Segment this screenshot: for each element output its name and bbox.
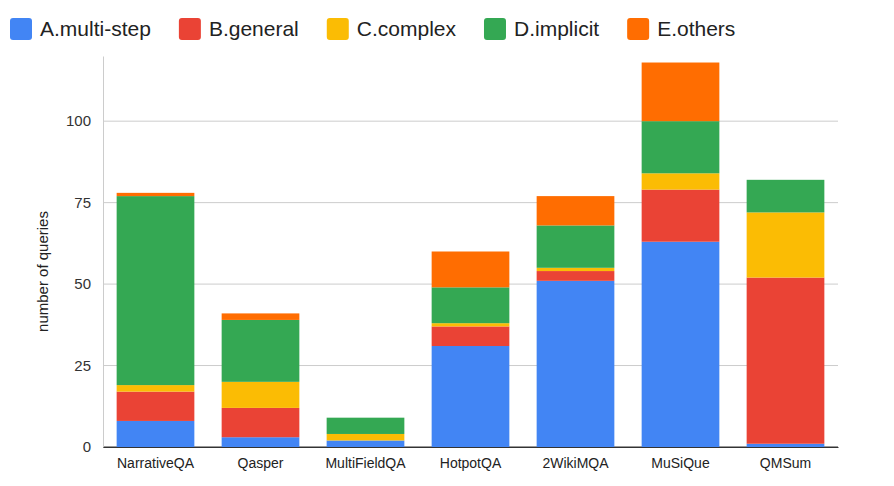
bar	[642, 242, 720, 447]
legend-item: E.others	[627, 17, 735, 40]
bars	[117, 63, 825, 447]
chart: 0 25 50 75 100 NarrativeQA Qasper MultiFieldQA H…	[0, 0, 894, 486]
legend-swatch	[179, 18, 201, 40]
x-tick: 2WikiMQA	[542, 447, 609, 471]
bar	[432, 326, 510, 346]
bar	[117, 421, 195, 447]
legend-swatch	[10, 18, 32, 40]
series-bars	[117, 190, 825, 444]
y-tick-label: 0	[83, 438, 91, 455]
bar	[117, 385, 195, 392]
bar	[747, 278, 825, 444]
bar	[432, 252, 510, 288]
bar	[117, 196, 195, 385]
y-tick: 75	[74, 194, 103, 211]
legend-swatch	[327, 18, 349, 40]
legend-item: B.general	[179, 17, 299, 40]
y-axis-line	[103, 57, 104, 448]
legend-item: D.implicit	[484, 17, 599, 40]
x-tick-label: NarrativeQA	[117, 455, 195, 471]
y-tick-label: 75	[74, 194, 91, 211]
y-tick: 0	[83, 438, 103, 455]
y-tick-label: 100	[66, 112, 91, 129]
grid	[103, 121, 838, 447]
x-tick-label: Qasper	[238, 455, 284, 471]
bar	[537, 281, 615, 447]
bar	[537, 196, 615, 225]
legend-label: C.complex	[357, 17, 457, 40]
bar	[747, 212, 825, 277]
bar	[222, 382, 300, 408]
x-tick-label: MuSiQue	[651, 455, 710, 471]
x-axis-line	[104, 447, 839, 448]
x-tick: MuSiQue	[651, 447, 710, 471]
x-tick: MultiFieldQA	[325, 447, 406, 471]
legend-label: A.multi-step	[40, 17, 151, 40]
y-axis: 0 25 50 75 100	[66, 57, 104, 456]
x-tick: HotpotQA	[440, 447, 502, 471]
bar	[432, 323, 510, 326]
bar	[747, 180, 825, 213]
bar	[327, 418, 405, 434]
y-tick-label: 50	[74, 275, 91, 292]
x-tick-label: 2WikiMQA	[542, 455, 609, 471]
series-bars	[117, 63, 720, 320]
y-tick: 25	[74, 357, 103, 374]
y-tick: 50	[74, 275, 103, 292]
bar	[327, 434, 405, 441]
bar	[432, 346, 510, 447]
bar	[222, 320, 300, 382]
bar	[327, 440, 405, 447]
y-tick: 100	[66, 112, 103, 129]
x-tick-label: HotpotQA	[440, 455, 502, 471]
bar	[117, 392, 195, 421]
bar	[642, 121, 720, 173]
series-bars	[117, 242, 825, 447]
grid-line	[103, 202, 838, 203]
x-tick-label: QMSum	[760, 455, 811, 471]
y-tick-label: 25	[74, 357, 91, 374]
legend-label: E.others	[657, 17, 735, 40]
legend-label: B.general	[209, 17, 299, 40]
bar	[222, 313, 300, 320]
bar	[747, 444, 825, 447]
x-axis: NarrativeQA Qasper MultiFieldQA HotpotQA 2Wi…	[104, 447, 839, 471]
x-tick-label: MultiFieldQA	[325, 455, 406, 471]
grid-line	[103, 121, 838, 122]
legend: A.multi-step B.general C.complex D.implicit…	[10, 17, 735, 40]
bar	[327, 417, 405, 418]
bar	[117, 193, 195, 196]
x-tick: Qasper	[238, 447, 284, 471]
bar	[642, 173, 720, 189]
legend-swatch	[627, 18, 649, 40]
legend-swatch	[484, 18, 506, 40]
x-tick: QMSum	[760, 447, 811, 471]
y-axis-title: number of queries	[34, 211, 51, 332]
bar	[537, 225, 615, 267]
bar	[537, 268, 615, 271]
legend-item: C.complex	[327, 17, 457, 40]
bar	[642, 63, 720, 122]
bar	[222, 437, 300, 447]
bar	[747, 179, 825, 180]
plot-area: 0 25 50 75 100 NarrativeQA Qasper MultiFieldQA H…	[66, 57, 839, 471]
bar	[537, 271, 615, 281]
series-bars	[117, 173, 825, 440]
legend-item: A.multi-step	[10, 17, 151, 40]
bar	[642, 190, 720, 242]
bar	[222, 408, 300, 437]
legend-label: D.implicit	[514, 17, 599, 40]
series-bars	[117, 121, 825, 434]
x-tick: NarrativeQA	[117, 447, 195, 471]
bar	[432, 287, 510, 323]
